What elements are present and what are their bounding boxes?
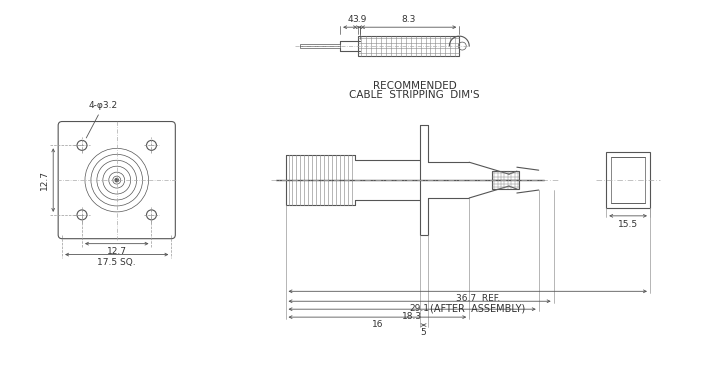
Bar — [606, 152, 650, 208]
Text: 8.3: 8.3 — [402, 15, 416, 24]
Text: 17.5 SQ.: 17.5 SQ. — [97, 257, 136, 266]
Bar — [300, 44, 340, 48]
Text: 3.9: 3.9 — [352, 15, 366, 24]
Text: 4-φ3.2: 4-φ3.2 — [86, 101, 118, 138]
Text: 29.1: 29.1 — [410, 304, 430, 313]
Text: 4: 4 — [347, 15, 353, 24]
Text: 15.5: 15.5 — [618, 220, 638, 229]
Text: 5: 5 — [420, 328, 426, 337]
Text: CABLE  STRIPPING  DIM'S: CABLE STRIPPING DIM'S — [349, 90, 480, 100]
Bar — [358, 36, 459, 56]
Text: 16: 16 — [372, 320, 383, 329]
Bar — [492, 171, 519, 189]
Text: 12.7: 12.7 — [107, 246, 127, 255]
Text: 12.7: 12.7 — [40, 170, 49, 190]
Text: 18.3: 18.3 — [402, 312, 422, 321]
Text: RECOMMENDED: RECOMMENDED — [373, 81, 456, 91]
Circle shape — [115, 179, 118, 182]
Text: 36.7  REF.: 36.7 REF. — [456, 294, 500, 303]
Text: (AFTER  ASSEMBLY): (AFTER ASSEMBLY) — [430, 303, 526, 313]
Bar — [611, 157, 645, 203]
